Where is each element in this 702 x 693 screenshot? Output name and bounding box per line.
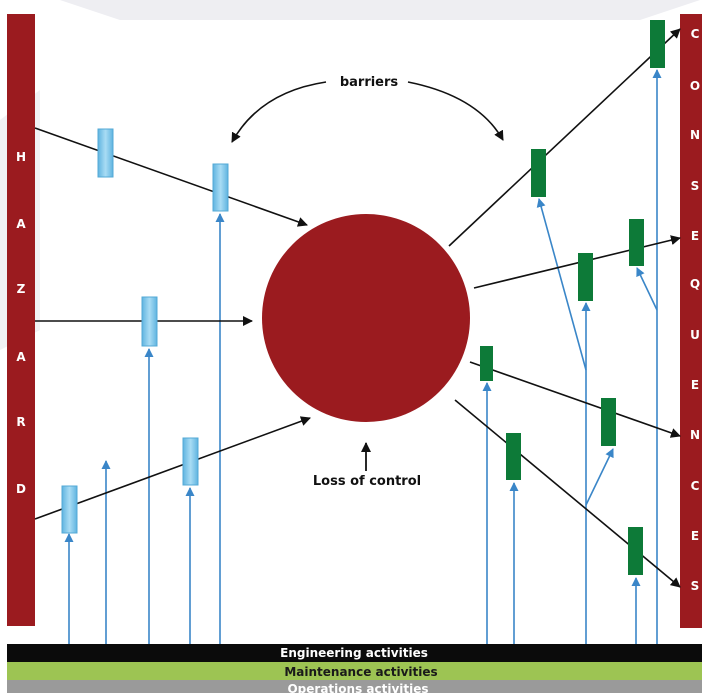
consequences-bar xyxy=(680,14,702,628)
consequence-arrow xyxy=(469,361,681,438)
consequences-letter: Q xyxy=(690,277,700,291)
barriers-label: barriers xyxy=(340,75,399,90)
hazard-letter: A xyxy=(16,350,26,364)
threat-arrow xyxy=(34,416,311,520)
barriers-arrow-left xyxy=(231,81,327,143)
consequence-arrow xyxy=(473,235,681,289)
maintenance-activities-bar xyxy=(7,662,702,680)
operations-activities-bar xyxy=(7,680,702,693)
mitigation-barriers xyxy=(480,20,665,575)
support-arrow xyxy=(636,267,658,311)
consequences-letter: E xyxy=(691,529,699,543)
engineering-activities-label: Engineering activities xyxy=(280,646,428,660)
prevention-barrier xyxy=(97,128,114,178)
consequences-letter: S xyxy=(691,579,700,593)
barriers-callout-arrows xyxy=(231,81,504,143)
mitigation-barrier xyxy=(628,527,643,575)
consequences-letter: C xyxy=(691,27,700,41)
loss-of-control-label: Loss of control xyxy=(313,474,421,489)
consequences-letter: U xyxy=(690,328,700,342)
maintenance-activities-label: Maintenance activities xyxy=(284,665,437,679)
support-arrow xyxy=(585,448,614,506)
prevention-barriers xyxy=(61,128,229,534)
mitigation-barrier xyxy=(531,149,546,197)
hazard-bar xyxy=(7,14,35,626)
support-arrow xyxy=(536,198,587,371)
engineering-activities-bar xyxy=(7,644,702,662)
activity-bars: Engineering activities Maintenance activ… xyxy=(7,644,702,693)
threat-arrow xyxy=(34,127,308,227)
consequences-letter: C xyxy=(691,479,700,493)
consequences-letters: C O N S E Q U E N C E S xyxy=(690,27,700,593)
consequences-letter: S xyxy=(691,179,700,193)
mitigation-barrier xyxy=(480,346,493,381)
hazard-letter: H xyxy=(16,150,26,164)
hazard-letter: Z xyxy=(17,282,26,296)
consequence-arrows xyxy=(448,28,681,588)
hazard-letters: H A Z A R D xyxy=(16,150,26,496)
consequence-arrow xyxy=(448,28,681,247)
consequences-letter: E xyxy=(691,229,699,243)
consequence-arrow xyxy=(454,399,681,588)
hazard-letter: D xyxy=(16,482,26,496)
mitigation-barrier xyxy=(601,398,616,446)
mitigation-barrier xyxy=(578,253,593,301)
mitigation-barrier xyxy=(506,433,521,480)
loss-of-control-circle xyxy=(262,214,470,422)
consequences-letter: O xyxy=(690,79,700,93)
prevention-barrier xyxy=(61,485,78,534)
hazard-letter: R xyxy=(16,415,25,429)
consequences-letter: N xyxy=(690,128,700,142)
barriers-arrow-right xyxy=(407,81,504,141)
hazard-letter: A xyxy=(16,217,26,231)
operations-activities-label: Operations activities xyxy=(287,682,428,693)
consequences-letter: N xyxy=(690,428,700,442)
mitigation-barrier xyxy=(650,20,665,68)
prevention-barrier xyxy=(212,163,229,212)
consequences-letter: E xyxy=(691,378,699,392)
prevention-barrier xyxy=(141,296,158,347)
mitigation-barrier xyxy=(629,219,644,266)
prevention-barrier xyxy=(182,437,199,486)
